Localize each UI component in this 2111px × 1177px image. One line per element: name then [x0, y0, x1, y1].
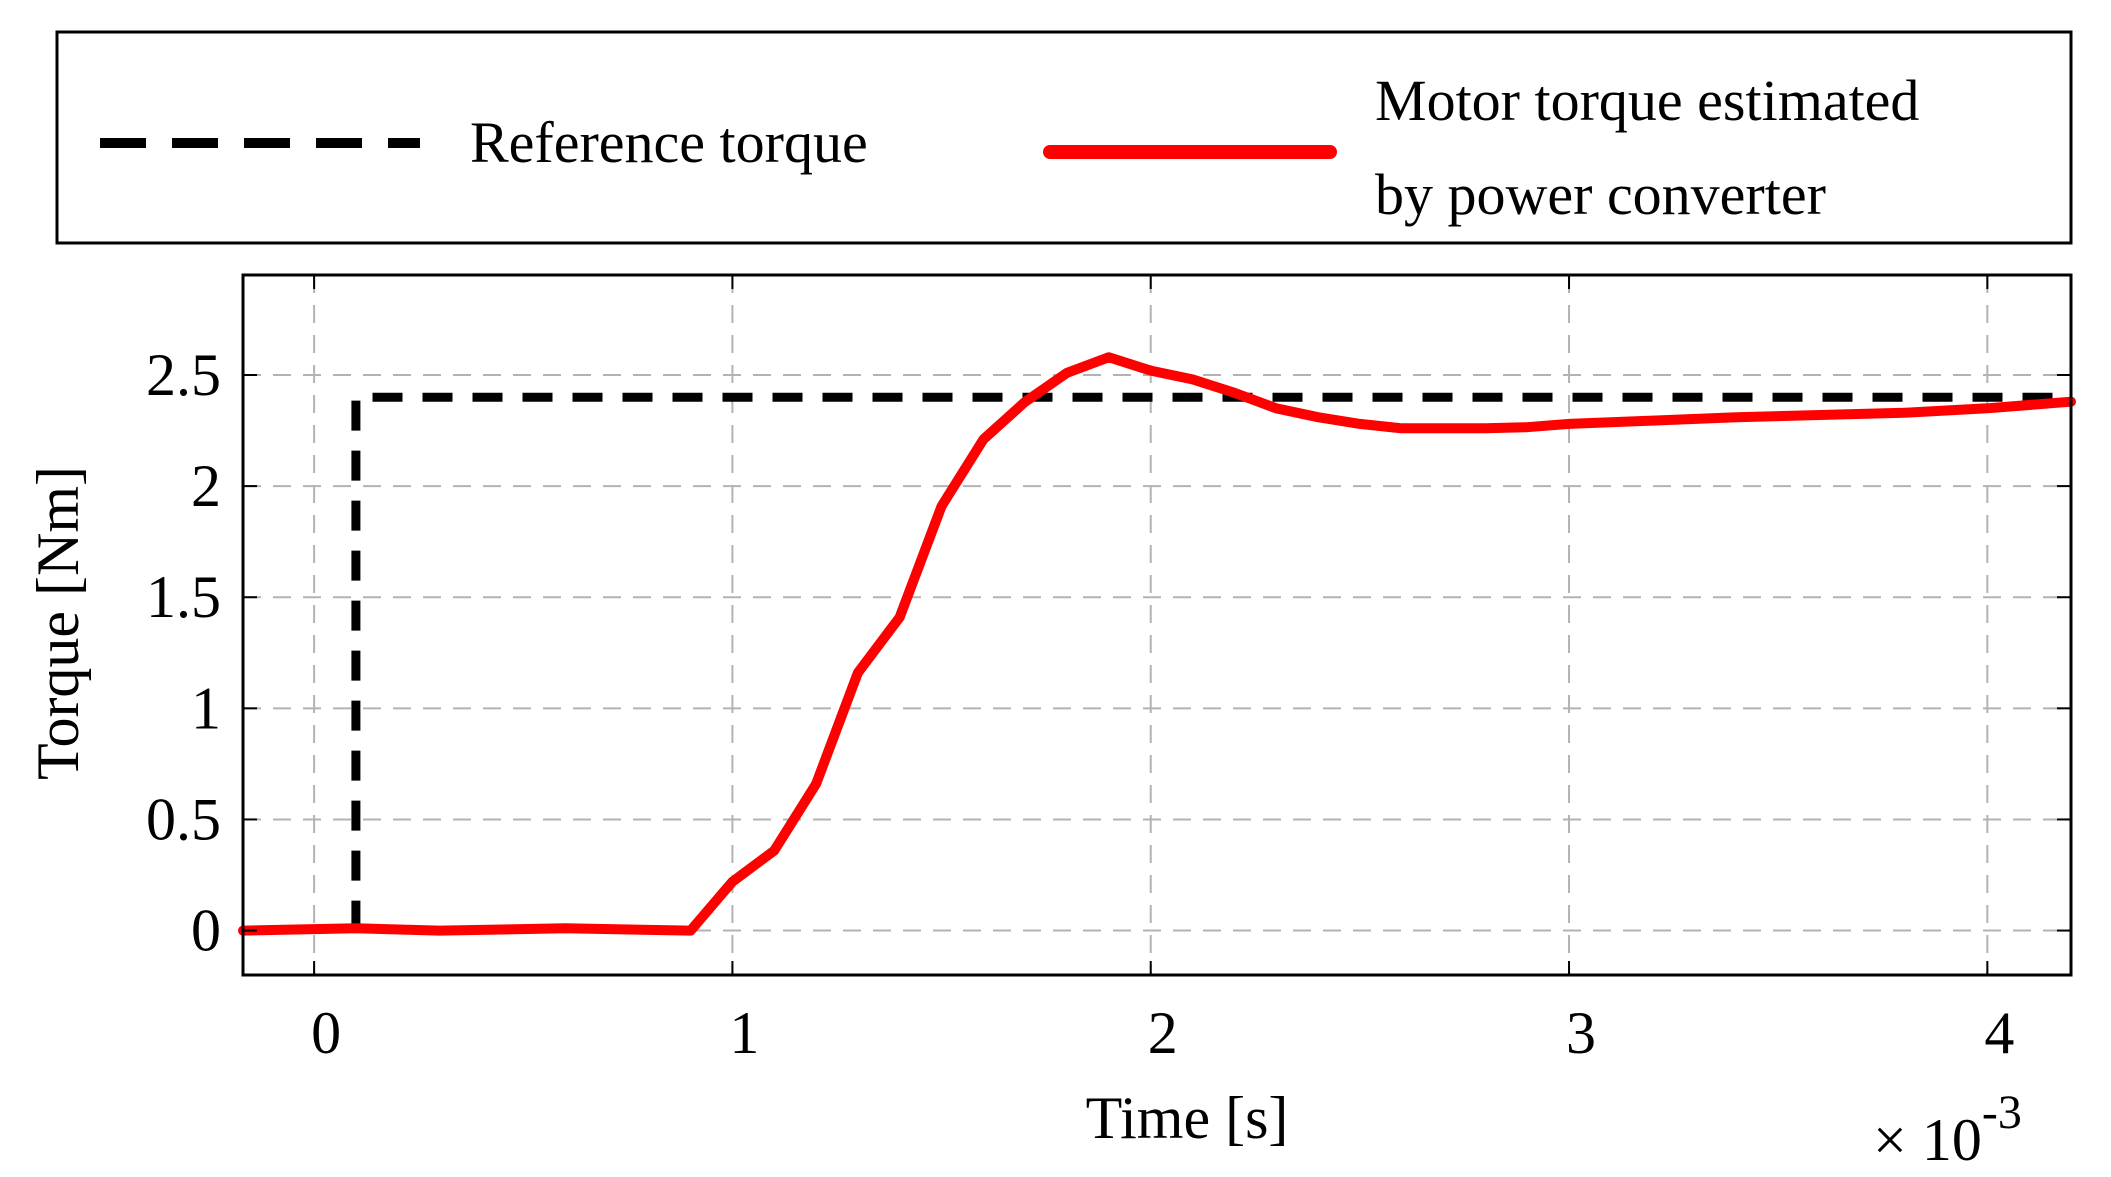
series-reference-torque [351, 392, 2071, 931]
y-tick-label: 2 [191, 453, 221, 519]
y-tick-label: 2.5 [146, 342, 221, 408]
ticks [243, 275, 2071, 975]
x-tick-label: 0 [311, 1000, 341, 1066]
x-tick-label: 3 [1566, 1000, 1596, 1066]
x-exponent-label: × 10-3 [1873, 1086, 2022, 1173]
plot-frame [241, 273, 2073, 977]
y-tick-label: 1 [191, 675, 221, 741]
series-layer [238, 352, 2076, 936]
y-tick-label: 0.5 [146, 786, 221, 852]
x-exponent-base: × 10 [1873, 1107, 1982, 1173]
tick-labels: 0 1 2 3 4 0 0.5 1 1.5 2 2.5 [146, 342, 2014, 1066]
legend-motor-label-line1: Motor torque estimated [1375, 68, 1919, 133]
legend-motor-label-line2: by power converter [1375, 162, 1826, 227]
x-tick-label: 1 [729, 1000, 759, 1066]
x-tick-label: 2 [1148, 1000, 1178, 1066]
x-exponent-power: -3 [1982, 1086, 2022, 1139]
x-axis-label: Time [s] [1086, 1085, 1289, 1151]
y-tick-label: 1.5 [146, 564, 221, 630]
legend-box [55, 30, 2073, 245]
y-tick-label: 0 [191, 898, 221, 964]
legend-reference-label: Reference torque [470, 110, 868, 175]
series-motor-torque [238, 352, 2076, 936]
legend: Reference torque Motor torque estimated … [55, 30, 2073, 245]
x-tick-label: 4 [1984, 1000, 2014, 1066]
plot-area: 0 1 2 3 4 0 0.5 1 1.5 2 2.5 [146, 273, 2076, 1066]
y-axis-label: Torque [Nm] [25, 466, 91, 780]
plot-background [243, 275, 2071, 975]
